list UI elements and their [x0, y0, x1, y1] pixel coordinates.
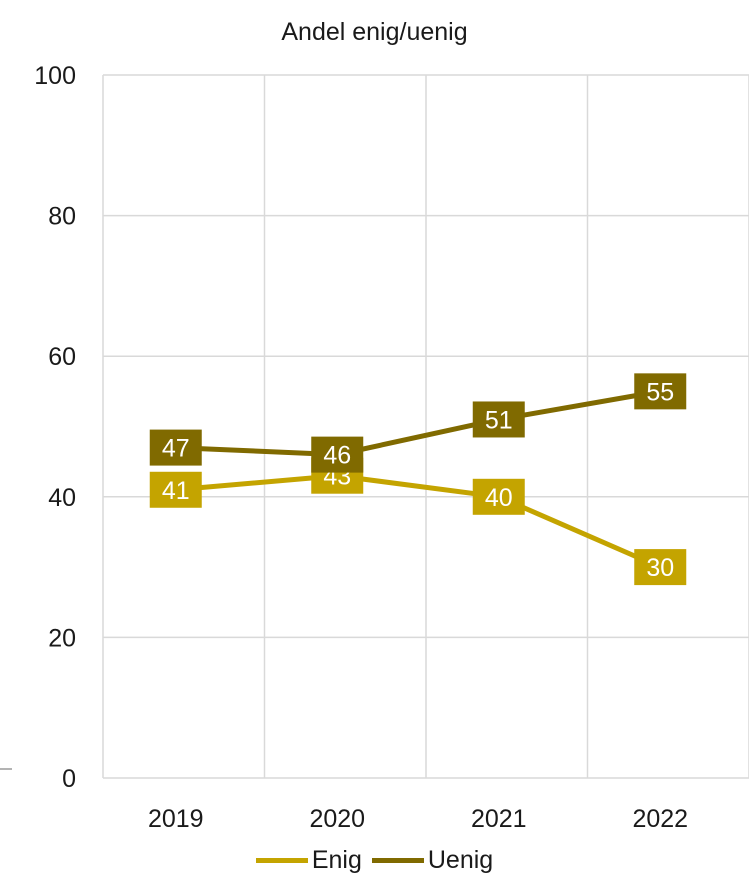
data-label-enig-2022: 30 — [646, 554, 674, 582]
data-label-box-enig-2021 — [472, 478, 525, 515]
y-tick-label-20: 20 — [48, 624, 76, 652]
legend-label-enig: Enig — [311, 846, 362, 874]
x-tick-label-2021: 2021 — [471, 805, 527, 833]
data-label-box-enig-2022 — [634, 549, 687, 586]
legend-swatch-enig — [255, 858, 308, 863]
data-label-uenig-2022: 55 — [646, 378, 674, 406]
legend-label-uenig: Uenig — [427, 846, 494, 874]
data-label-box-uenig-2019 — [149, 429, 202, 466]
y-tick-label-100: 100 — [34, 62, 76, 90]
legend-swatch-uenig — [371, 858, 424, 863]
data-label-uenig-2021: 51 — [485, 406, 513, 434]
data-label-uenig-2019: 47 — [162, 435, 190, 463]
series-line-enig — [175, 473, 662, 570]
data-label-box-uenig-2020 — [311, 436, 364, 473]
x-tick-label-2020: 2020 — [309, 805, 365, 833]
series-line-uenig — [175, 388, 661, 458]
legend-item-enig: Enig — [255, 846, 362, 875]
chart-legend: Enig Uenig — [0, 846, 749, 875]
y-tick-label-60: 60 — [48, 343, 76, 371]
legend-item-uenig: Uenig — [371, 846, 494, 875]
data-label-uenig-2020: 46 — [323, 442, 351, 470]
chart-title: Andel enig/uenig — [281, 18, 468, 46]
data-label-box-enig-2019 — [149, 471, 202, 508]
data-label-enig-2019: 41 — [162, 477, 190, 505]
edge-tick-mark — [0, 768, 12, 770]
data-label-box-uenig-2021 — [472, 401, 525, 438]
y-tick-label-0: 0 — [62, 765, 76, 793]
y-tick-label-80: 80 — [48, 203, 76, 231]
data-label-box-uenig-2022 — [634, 373, 687, 410]
y-tick-label-40: 40 — [48, 484, 76, 512]
x-tick-label-2022: 2022 — [632, 805, 688, 833]
data-label-enig-2021: 40 — [485, 484, 513, 512]
x-tick-label-2019: 2019 — [148, 805, 204, 833]
